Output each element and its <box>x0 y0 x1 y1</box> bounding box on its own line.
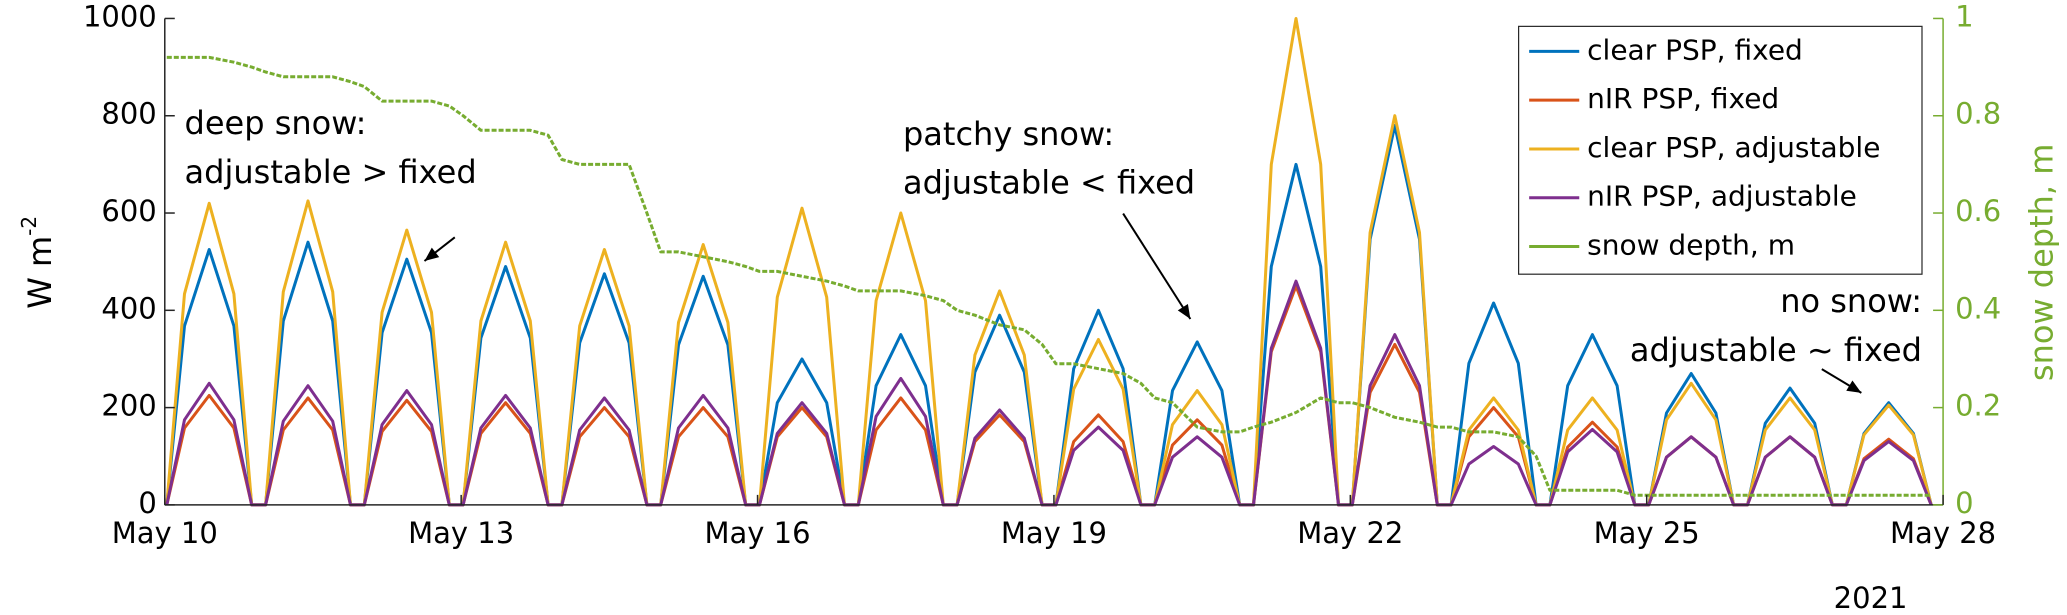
y-tick-label: 0 <box>138 486 156 520</box>
annotation: adjustable > fixed <box>185 153 477 191</box>
y-axis-label: W m-2 <box>17 216 60 309</box>
x-tick-label: May 10 <box>112 516 218 550</box>
legend-label: nIR PSP, fixed <box>1587 82 1779 115</box>
legend-label: clear PSP, adjustable <box>1587 131 1880 164</box>
y2-tick-label: 0 <box>1955 486 1973 520</box>
y-tick-label: 800 <box>101 97 156 131</box>
legend-box <box>1518 25 1923 275</box>
legend-label: snow depth, m <box>1587 229 1795 262</box>
x-tick-label: May 28 <box>1890 516 1996 550</box>
y2-tick-label: 0.6 <box>1955 194 2001 228</box>
x-tick-label: May 16 <box>705 516 811 550</box>
x-tick-label: May 13 <box>408 516 514 550</box>
y-label-sup: -2 <box>17 216 41 236</box>
y-tick-label: 400 <box>101 291 156 325</box>
annotation: no snow: <box>1780 282 1922 320</box>
y-label-text: W m <box>21 236 59 309</box>
annotation: deep snow: <box>185 104 367 142</box>
arrow-head <box>1846 380 1862 393</box>
x-year-label: 2021 <box>1834 581 1908 615</box>
y2-tick-label: 1 <box>1955 0 1973 33</box>
annotation: adjustable ~ fixed <box>1630 331 1922 369</box>
annotation: adjustable < fixed <box>903 164 1195 202</box>
annotation: patchy snow: <box>903 115 1114 153</box>
y-tick-label: 200 <box>101 389 156 423</box>
y2-tick-label: 0.4 <box>1955 291 2001 325</box>
annotation-arrow <box>1122 213 1192 320</box>
x-tick-label: May 22 <box>1297 516 1403 550</box>
arrow-head <box>1177 303 1191 320</box>
y2-tick-label: 0.8 <box>1955 97 2001 131</box>
legend-label: nIR PSP, adjustable <box>1587 180 1857 213</box>
y-tick-label: 1000 <box>83 0 157 33</box>
arrow-head <box>424 247 440 262</box>
y2-axis-label: snow depth, m <box>2022 144 2060 382</box>
legend-label: clear PSP, fixed <box>1587 33 1803 66</box>
y2-tick-label: 0.2 <box>1955 389 2001 423</box>
x-tick-label: May 25 <box>1594 516 1700 550</box>
x-tick-label: May 19 <box>1001 516 1107 550</box>
y-tick-label: 600 <box>101 194 156 228</box>
